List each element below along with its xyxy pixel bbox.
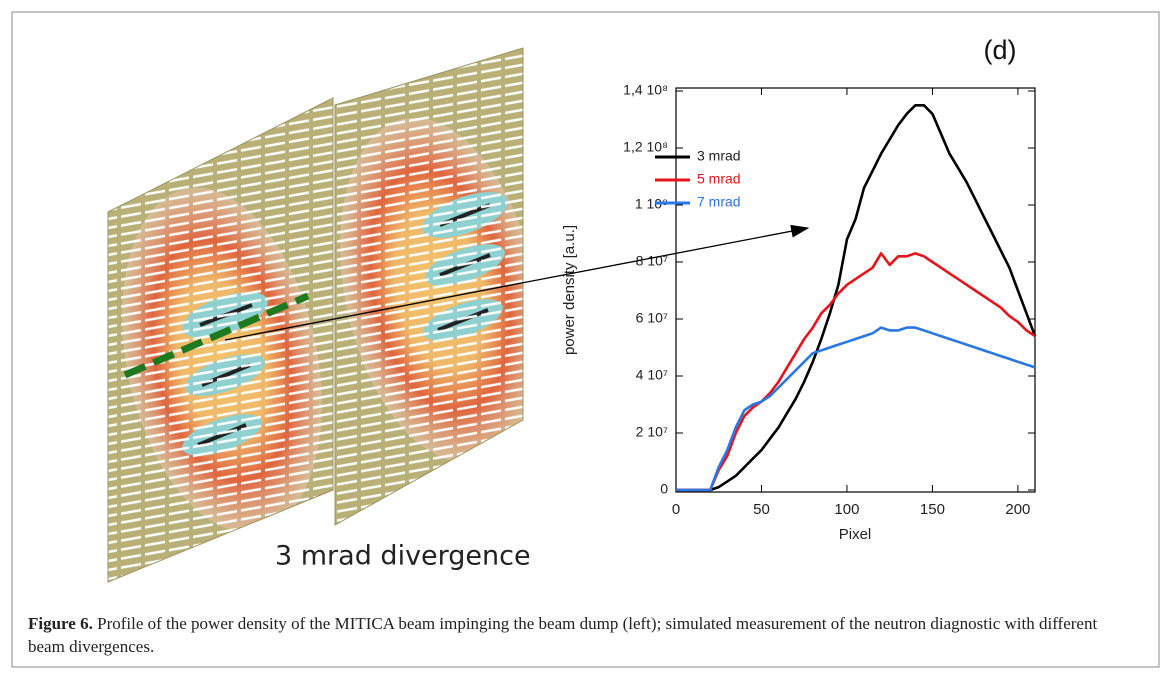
x-tick-label: 200	[1005, 501, 1030, 518]
cut-line	[123, 292, 310, 379]
x-tick-label: 50	[753, 501, 770, 518]
beam-dump-panel	[335, 48, 523, 525]
caption-text: Profile of the power density of the MITI…	[28, 614, 1098, 656]
beam-dump-panel	[108, 98, 333, 582]
panel-label: (d)	[984, 35, 1017, 65]
legend-label: 7 mrad	[697, 194, 741, 210]
image-label: 3 mrad divergence	[275, 541, 531, 572]
y-tick-label: 1,2 10⁸	[623, 139, 668, 155]
chart: (d) Pixel power density [a.u.] 0 50 100 150…	[561, 35, 1037, 543]
y-tick-label: 2 10⁷	[636, 424, 668, 440]
callout-arrow	[224, 224, 810, 341]
caption-label: Figure 6.	[28, 614, 93, 633]
x-tick-label: 150	[920, 501, 945, 518]
y-axis-label: power density [a.u.]	[561, 225, 578, 355]
legend-label: 3 mrad	[697, 148, 741, 164]
series-line	[676, 104, 1037, 492]
series-line	[676, 252, 1036, 492]
y-tick-label: 1,4 10⁸	[623, 82, 668, 98]
x-tick-label: 100	[834, 501, 859, 518]
legend-label: 5 mrad	[697, 171, 741, 187]
y-tick-label: 0	[660, 481, 668, 497]
caption: Figure 6. Profile of the power density o…	[28, 612, 1138, 658]
y-tick-label: 6 10⁷	[636, 310, 668, 326]
y-tick-label: 1 10⁸	[635, 196, 668, 212]
figure-border	[11, 11, 1160, 668]
x-axis-label: Pixel	[839, 526, 872, 543]
series-line	[676, 326, 1036, 492]
y-tick-label: 4 10⁷	[636, 367, 668, 383]
x-tick-label: 0	[672, 501, 680, 518]
